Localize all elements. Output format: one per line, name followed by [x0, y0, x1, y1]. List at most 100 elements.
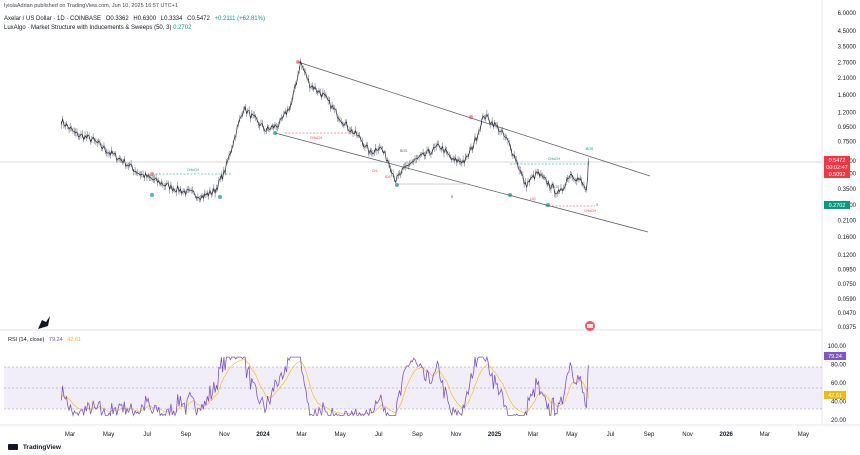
price-tick-label: 0.1600	[838, 235, 857, 241]
time-tick-label: Sep	[644, 432, 655, 438]
price-tick-label: 0.0375	[838, 325, 857, 331]
time-tick-label: 2024	[256, 432, 270, 438]
price-tick-label: 3.5000	[838, 44, 857, 50]
time-tick-label: Jul	[375, 432, 383, 438]
bos-label: BOS	[400, 149, 408, 153]
rsi-tick-label: 20.00	[831, 418, 847, 424]
indicator-legend[interactable]: LuxAlgo · Market Structure with Induceme…	[4, 25, 191, 31]
swing-high-marker	[469, 115, 473, 119]
price-tick-label: 4.5000	[838, 29, 857, 35]
channel-lower-line[interactable]	[274, 132, 649, 233]
time-tick-label: 2026	[720, 432, 734, 438]
price-tick-label: 6.0000	[838, 11, 857, 17]
tradingview-logo-text: TradingView	[22, 444, 61, 451]
price-label-text: 00:02:47	[826, 165, 847, 171]
swing-low-marker	[150, 193, 154, 197]
time-tick-label: Nov	[451, 432, 462, 438]
rsi-tick-label: 60.00	[831, 381, 847, 387]
rsi-title: RSI (14, close)	[8, 337, 45, 343]
price-tick-label: 0.7500	[838, 140, 857, 146]
channel-upper-line[interactable]	[297, 61, 651, 177]
choch-3-label: CHoCH	[584, 209, 597, 213]
rsi-value-label-text: 42.61	[828, 393, 842, 399]
time-tick-label: Jul	[607, 432, 615, 438]
price-label-bg	[824, 156, 850, 164]
choch-bear-label: CHoCH	[310, 136, 323, 140]
time-tick-label: 2025	[488, 432, 502, 438]
price-label-bg	[824, 201, 850, 209]
price-tick-label: 1.2000	[838, 111, 857, 117]
choch-label: CHoCH	[187, 168, 200, 172]
time-tick-label: Jul	[143, 432, 151, 438]
rsi-value: 79.24	[48, 337, 63, 343]
rsi-tick-label: 40.00	[831, 400, 847, 406]
ids-label: IDS	[385, 175, 392, 179]
time-tick-label: Nov	[219, 432, 230, 438]
swing-low-marker	[218, 195, 222, 199]
price-line	[60, 61, 589, 200]
time-axis[interactable]: Mar May Jul Sep Nov 2024 Mar May Jul Sep Nov 2025 Ma…	[65, 432, 809, 438]
time-tick-label: May	[798, 432, 809, 438]
ohlc-open: O0.3362	[105, 16, 129, 22]
price-label-bg	[824, 170, 850, 178]
ohlc-high: H0.6300	[133, 16, 157, 22]
price-tick-label: 0.3500	[838, 187, 857, 193]
price-tick-label: 2.7000	[838, 60, 857, 66]
bos-label-3: BOS	[586, 147, 594, 151]
time-tick-label: May	[103, 432, 114, 438]
choch-2-label: CHoCH	[548, 157, 561, 161]
price-tick-label: 2.1000	[838, 76, 857, 82]
liq-label: LIQ	[530, 197, 536, 201]
rsi-tick-label: 80.00	[831, 363, 847, 369]
indicator-value: 0.2702	[173, 25, 192, 31]
descending-channel[interactable]	[274, 61, 651, 233]
swing-low-marker	[546, 203, 550, 207]
price-series[interactable]	[60, 58, 589, 203]
rsi-line	[60, 355, 589, 417]
tradingview-logo[interactable]: TradingView	[8, 444, 61, 451]
rsi-tick-label: 100.00	[828, 344, 847, 350]
bos-label-2: BOS	[552, 185, 560, 189]
market-structure: CHoCH CHoCH CHoCH CHoCH IDS CH- BOS BOS …	[150, 60, 599, 213]
rsi-value-label-text: 79.24	[828, 354, 842, 360]
indicator-title: LuxAlgo · Market Structure with Induceme…	[4, 25, 172, 31]
rsi-value-label-bg	[824, 352, 846, 360]
time-tick-label: May	[335, 432, 346, 438]
swing-low-marker	[508, 193, 512, 197]
time-tick-label: Mar	[760, 432, 770, 438]
price-label-bg	[824, 163, 850, 171]
time-tick-label: Mar	[296, 432, 306, 438]
time-tick-label: Sep	[180, 432, 191, 438]
price-label-text: 0.5092	[829, 172, 846, 178]
time-tick-label: Nov	[682, 432, 693, 438]
session-icons	[585, 321, 595, 331]
price-tick-label: 0.9500	[838, 125, 857, 131]
price-label-text: 0.5472	[829, 158, 846, 164]
rsi-value-label-bg	[824, 391, 846, 399]
price-label-text: 0.2702	[829, 203, 846, 209]
price-tick-label: 0.2100	[838, 218, 857, 224]
swing-high-marker	[150, 172, 154, 176]
price-tick-label: 1.6000	[838, 93, 857, 99]
rsi-series	[60, 355, 589, 417]
b-label: B	[451, 195, 454, 199]
dividend-icon	[38, 316, 50, 329]
ohlc-values: O0.3362 H0.6300 L0.3334 C0.5472 +0.2111 …	[103, 16, 265, 22]
symbol-title: Axelar / US Dollar · 1D · COINBASE	[4, 16, 102, 22]
s-label: S	[596, 203, 599, 207]
price-tick-label: 0.1200	[838, 253, 857, 259]
time-tick-label: Mar	[528, 432, 538, 438]
ohlc-low: L0.3334	[160, 16, 183, 22]
swing-high-marker	[296, 60, 300, 64]
price-tick-label: 0.0950	[838, 267, 857, 273]
ohlc-change: +0.2111 (+62.81%)	[214, 16, 265, 22]
time-tick-label: Mar	[65, 432, 75, 438]
rsi-legend[interactable]: RSI (14, close) 79.24 42.61	[8, 337, 81, 343]
time-tick-label: May	[566, 432, 577, 438]
price-tick-label: 0.0470	[838, 311, 857, 317]
ch-minus-label: CH-	[372, 169, 379, 173]
symbol-legend[interactable]: Axelar / US Dollar · 1D · COINBASE O0.33…	[4, 16, 265, 22]
published-caption: IyiolaAdrian published on TradingView.co…	[4, 3, 179, 9]
rsi-axis[interactable]: 100.00 80.00 60.00 40.00 20.00	[828, 344, 847, 424]
